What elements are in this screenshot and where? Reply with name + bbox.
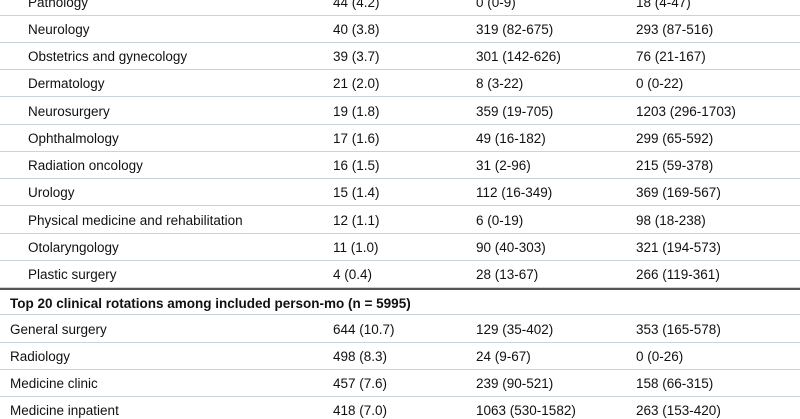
cell-value: 158 (66-315) bbox=[636, 376, 714, 391]
cell-value: 15 (1.4) bbox=[333, 185, 380, 201]
row-label: Medicine clinic bbox=[10, 376, 98, 391]
row-label: Neurosurgery bbox=[28, 103, 110, 119]
table-row: Obstetrics and gynecology 39 (3.7) 301 (14… bbox=[0, 43, 800, 70]
table-row: Radiation oncology 16 (1.5) 31 (2-96) 215 (… bbox=[0, 152, 800, 179]
row-label: Urology bbox=[28, 185, 75, 201]
cell-value: 0 (0-9) bbox=[476, 0, 516, 10]
cell-value: 263 (153-420) bbox=[636, 403, 721, 419]
cell-value: 321 (194-573) bbox=[636, 239, 721, 255]
cell-value: 8 (3-22) bbox=[476, 76, 524, 92]
cell-value: 12 (1.1) bbox=[333, 212, 380, 228]
cell-value: 359 (19-705) bbox=[476, 103, 554, 119]
table-row: Urology 15 (1.4) 112 (16-349) 369 (169-567) bbox=[0, 179, 800, 207]
row-label: Radiology bbox=[10, 348, 71, 364]
cell-value: 457 (7.6) bbox=[333, 376, 388, 391]
section-row: Top 20 clinical rotations among included… bbox=[0, 288, 800, 316]
row-label: Radiation oncology bbox=[28, 158, 143, 173]
cell-value: 28 (13-67) bbox=[476, 267, 539, 282]
table-row: General surgery 644 (10.7) 129 (35-402) 353… bbox=[0, 316, 800, 343]
cell-value: 301 (142-626) bbox=[476, 49, 561, 64]
cell-value: 369 (169-567) bbox=[636, 185, 721, 201]
table-row: Otolaryngology 11 (1.0) 90 (40-303) 321 (19… bbox=[0, 234, 800, 261]
cell-value: 319 (82-675) bbox=[476, 21, 554, 37]
cell-value: 215 (59-378) bbox=[636, 158, 714, 173]
cell-value: 39 (3.7) bbox=[333, 49, 380, 64]
row-label: Plastic surgery bbox=[28, 267, 117, 282]
cell-value: 266 (119-361) bbox=[636, 267, 720, 282]
cell-value: 4 (0.4) bbox=[333, 267, 373, 282]
table-row: Medicine clinic 457 (7.6) 239 (90-521) 158 … bbox=[0, 370, 800, 397]
cell-value: 17 (1.6) bbox=[333, 130, 380, 146]
row-label: Physical medicine and rehabilitation bbox=[28, 212, 243, 228]
cell-value: 21 (2.0) bbox=[333, 76, 380, 92]
cell-value: 76 (21-167) bbox=[636, 49, 706, 64]
cell-value: 44 (4.2) bbox=[333, 0, 380, 10]
cell-value: 293 (87-516) bbox=[636, 21, 714, 37]
table-row: Radiology 498 (8.3) 24 (9-67) 0 (0-26) bbox=[0, 343, 800, 370]
table-row: Neurology 40 (3.8) 319 (82-675) 293 (87-516… bbox=[0, 16, 800, 43]
cell-value: 0 (0-26) bbox=[636, 348, 684, 364]
cell-value: 6 (0-19) bbox=[476, 212, 524, 228]
table-row: Neurosurgery 19 (1.8) 359 (19-705) 1203 (29… bbox=[0, 98, 800, 125]
row-label: General surgery bbox=[10, 321, 107, 337]
cell-value: 16 (1.5) bbox=[333, 158, 380, 173]
cell-value: 112 (16-349) bbox=[476, 185, 553, 201]
cell-value: 239 (90-521) bbox=[476, 376, 554, 391]
cell-value: 18 (4-47) bbox=[636, 0, 691, 10]
cell-value: 19 (1.8) bbox=[333, 103, 380, 119]
cell-value: 11 (1.0) bbox=[333, 239, 379, 255]
row-label: Obstetrics and gynecology bbox=[28, 49, 188, 64]
row-label: Neurology bbox=[28, 21, 90, 37]
row-label: Otolaryngology bbox=[28, 239, 119, 255]
table-row: Physical medicine and rehabilitation 12 (… bbox=[0, 207, 800, 234]
row-label: Ophthalmology bbox=[28, 130, 119, 146]
table-row: Plastic surgery 4 (0.4) 28 (13-67) 266 (119… bbox=[0, 261, 800, 288]
cell-value: 90 (40-303) bbox=[476, 239, 546, 255]
row-label: Pathology bbox=[28, 0, 89, 10]
cell-value: 24 (9-67) bbox=[476, 348, 531, 364]
cell-value: 49 (16-182) bbox=[476, 130, 546, 146]
row-label: Medicine inpatient bbox=[10, 403, 119, 419]
cell-value: 353 (165-578) bbox=[636, 321, 721, 337]
cell-value: 129 (35-402) bbox=[476, 321, 554, 337]
cell-value: 1203 (296-1703) bbox=[636, 103, 736, 119]
table-row: Medicine inpatient 418 (7.0) 1063 (530-158… bbox=[0, 397, 800, 419]
cell-value: 0 (0-22) bbox=[636, 76, 684, 92]
row-label: Dermatology bbox=[28, 76, 105, 92]
cell-value: 31 (2-96) bbox=[476, 158, 531, 173]
cell-value: 98 (18-238) bbox=[636, 212, 706, 228]
cell-value: 1063 (530-1582) bbox=[476, 403, 576, 419]
cell-value: 299 (65-592) bbox=[636, 130, 714, 146]
cell-value: 644 (10.7) bbox=[333, 321, 395, 337]
table-row: Dermatology 21 (2.0) 8 (3-22) 0 (0-22) bbox=[0, 70, 800, 98]
section-heading: Top 20 clinical rotations among included… bbox=[10, 296, 411, 312]
cell-value: 40 (3.8) bbox=[333, 21, 380, 37]
table-row: Ophthalmology 17 (1.6) 49 (16-182) 299 (65-… bbox=[0, 125, 800, 152]
cell-value: 498 (8.3) bbox=[333, 348, 388, 364]
cell-value: 418 (7.0) bbox=[333, 403, 388, 419]
table-row: Pathology 44 (4.2) 0 (0-9) 18 (4-47) bbox=[0, 0, 800, 16]
